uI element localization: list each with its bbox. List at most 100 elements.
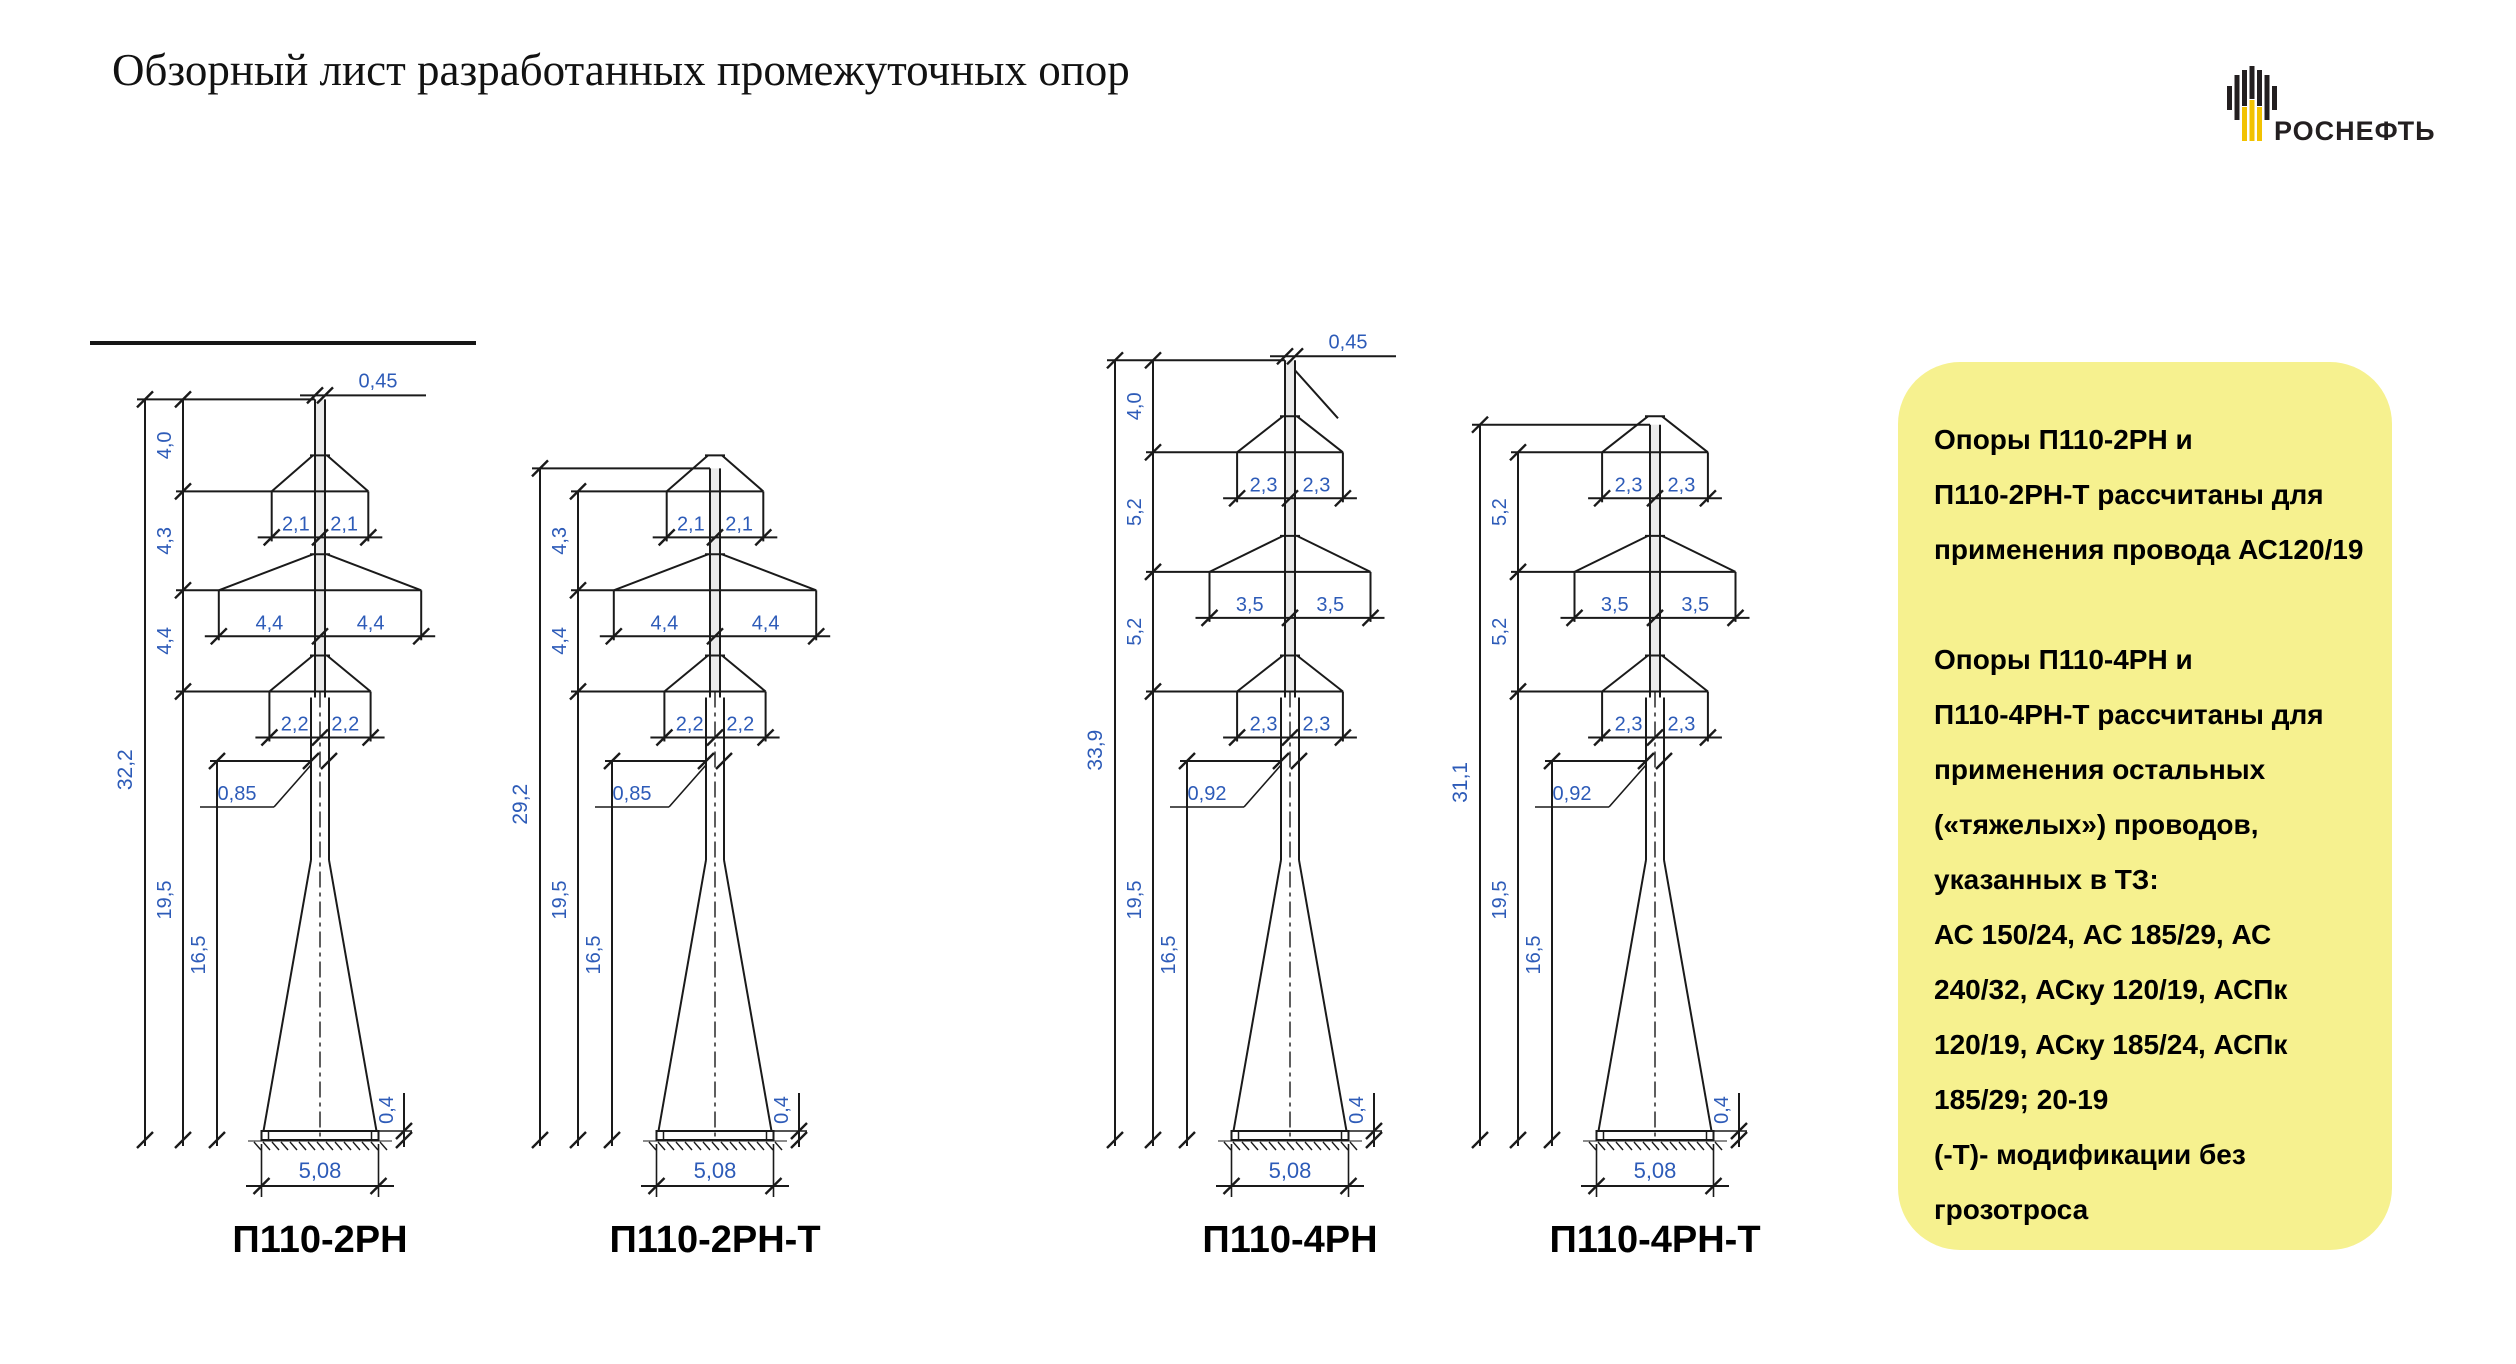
dim-label: 2,3 [1303, 714, 1331, 736]
drawing-line [1228, 489, 1246, 508]
note-line: применения провода АС120/19 [1934, 534, 2364, 565]
drawing-line [302, 752, 320, 770]
dim-label: 4,4 [255, 612, 283, 634]
dim-label: 2,2 [676, 714, 704, 736]
drawing-line [209, 627, 228, 646]
drawing-line [262, 1141, 271, 1151]
drawing-line [1699, 728, 1717, 747]
drawing-line [738, 1141, 747, 1151]
drawing-line [666, 454, 709, 493]
drawing-line [1144, 1131, 1162, 1149]
drawing-line [1509, 1131, 1527, 1149]
dim-label: 2,1 [282, 513, 310, 535]
note-line: («тяжелых») проводов, [1934, 809, 2259, 840]
drawing-line [668, 764, 707, 808]
tower-name-label: П110-4РН [1202, 1219, 1377, 1261]
drawing-line [268, 654, 314, 693]
drawing-line [1593, 728, 1611, 747]
dim-label: 2,1 [330, 513, 358, 535]
dim-label: 0,85 [218, 783, 257, 805]
drawing-line [1340, 1141, 1349, 1151]
drawing-line [395, 1122, 413, 1140]
page-title: Обзорный лист разработанных промежуточны… [112, 45, 1130, 95]
dim-label: 2,3 [1250, 474, 1278, 496]
drawing-line [1209, 535, 1284, 573]
drawing-line [663, 654, 709, 693]
drawing-line [1637, 752, 1655, 770]
tower-geometry: 2,1 2,1 4,4 4,4 2,2 2,2 29,2 4,3 4,4 19,5 16,5 0,85… [509, 454, 831, 1261]
drawing-line [307, 1141, 316, 1151]
tower-name-label: П110-2РН [232, 1219, 407, 1261]
note-line [1934, 577, 2376, 632]
dim-label: 0,92 [1188, 783, 1227, 805]
note-line: АС 150/24, АС 185/29, АС [1934, 919, 2272, 950]
dim-label: 4,3 [549, 527, 571, 555]
dim-label: 5,2 [1124, 618, 1146, 646]
drawing-line [316, 386, 334, 405]
dim-label: 5,08 [1634, 1158, 1677, 1183]
dim-label: 0,85 [613, 783, 652, 805]
dim-label: 3,5 [1236, 594, 1264, 616]
drawing-line [1663, 859, 1713, 1132]
dim-label: 5,08 [299, 1158, 342, 1183]
drawing-line [807, 627, 826, 646]
dim-label: 0,4 [1346, 1096, 1368, 1124]
drawing-line [1365, 1131, 1383, 1149]
drawing-line [1339, 1177, 1358, 1195]
dim-label: 2,3 [1250, 714, 1278, 736]
tower-figure-p110-4rn-t: 2,3 2,3 3,5 3,5 2,3 2,3 31,1 5,2 5,2 19,5 16,5 0,92… [1449, 415, 1761, 1261]
drawing-line [343, 1141, 352, 1151]
mast-fill [315, 399, 325, 692]
drawing-line [657, 528, 676, 547]
drawing-line [706, 728, 724, 747]
drawing-line [359, 528, 378, 547]
drawing-line [1704, 1177, 1723, 1195]
drawing-line [613, 553, 709, 592]
drawing-line [721, 654, 767, 693]
drawing-line [1228, 728, 1246, 747]
drawing-line [1243, 764, 1282, 808]
mast-fill [1285, 360, 1295, 692]
note-line: 120/19, АСку 185/24, АСПк [1934, 1029, 2288, 1060]
drawing-line [604, 627, 623, 646]
note-line: Опоры П110-2РН и [1934, 424, 2193, 455]
dim-label: 4,3 [154, 527, 176, 555]
drawing-line [1588, 1141, 1597, 1151]
drawing-line [262, 859, 312, 1132]
drawing-line [1646, 609, 1664, 627]
dim-label: 2,2 [331, 714, 359, 736]
drawing-line [208, 1131, 226, 1149]
dim-label: 4,4 [752, 612, 780, 634]
drawing-line [326, 454, 369, 493]
drawing-line [655, 728, 674, 747]
drawing-line [262, 528, 281, 547]
drawing-line [379, 1141, 388, 1151]
dim-label: 2,3 [1668, 714, 1696, 736]
drawing-line [1268, 1141, 1277, 1151]
drawing-line [320, 752, 338, 770]
drawing-line [1646, 728, 1664, 747]
drawing-line [289, 1141, 298, 1151]
drawing-line [1277, 1141, 1286, 1151]
drawing-line [218, 553, 314, 592]
drawing-line [715, 752, 733, 770]
drawing-line [756, 728, 775, 747]
drawing-line [706, 627, 724, 646]
tower-name-label: П110-4РН-Т [1549, 1219, 1760, 1261]
base-plate-end [370, 1130, 380, 1141]
dim-label: 4,4 [357, 612, 385, 634]
drawing-line [1646, 489, 1664, 508]
drawing-line [1696, 1141, 1705, 1151]
drawing-line [1296, 654, 1344, 693]
drawing-line [298, 1141, 307, 1151]
note-line: указанных в ТЗ: [1934, 864, 2159, 895]
drawing-line [706, 528, 724, 547]
drawing-line [1304, 1141, 1313, 1151]
drawing-line [1232, 859, 1282, 1132]
drawing-line [729, 1141, 738, 1151]
drawing-line [1236, 415, 1284, 454]
tower-geometry: 2,3 2,3 3,5 3,5 2,3 2,3 31,1 5,2 5,2 19,5 16,5 0,92… [1449, 415, 1761, 1261]
drawing-line [1294, 369, 1339, 419]
drawing-line [1295, 1141, 1304, 1151]
